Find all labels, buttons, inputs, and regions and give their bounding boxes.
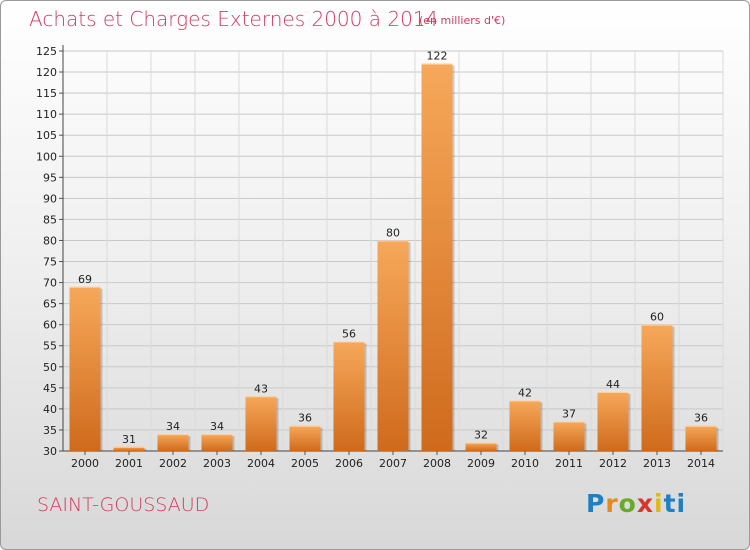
data-label: 80 <box>386 226 400 239</box>
y-tick-label: 120 <box>36 66 57 79</box>
data-label: 44 <box>606 378 620 391</box>
x-tick-label: 2010 <box>511 457 539 470</box>
data-label: 42 <box>518 386 532 399</box>
y-tick-label: 30 <box>43 445 57 458</box>
y-tick-label: 35 <box>43 424 57 437</box>
y-tick-label: 110 <box>36 108 57 121</box>
x-tick-label: 2003 <box>203 457 231 470</box>
logo-letter: ti <box>663 489 687 518</box>
chart-subtitle: (en milliers d'€) <box>419 14 506 27</box>
data-label: 37 <box>562 408 576 421</box>
y-tick-label: 65 <box>43 298 57 311</box>
bar <box>69 286 101 451</box>
bars <box>69 63 719 451</box>
data-label: 36 <box>298 412 312 425</box>
data-label: 32 <box>474 429 488 442</box>
bar <box>157 434 189 451</box>
bar <box>113 446 145 451</box>
proxiti-logo: Proxiti <box>586 489 686 518</box>
logo-letter: r <box>605 489 619 518</box>
data-label: 60 <box>650 311 664 324</box>
bar <box>245 396 277 451</box>
data-label: 34 <box>210 420 224 433</box>
data-label: 122 <box>427 50 448 63</box>
commune-name: SAINT-GOUSSAUD <box>37 494 210 516</box>
chart-title: Achats et Charges Externes 2000 à 2014 <box>29 7 439 31</box>
x-tick-label: 2002 <box>159 457 187 470</box>
bar <box>641 324 673 451</box>
data-label: 34 <box>166 420 180 433</box>
y-tick-label: 105 <box>36 129 57 142</box>
x-tick-label: 2005 <box>291 457 319 470</box>
logo-letter: x <box>636 489 654 518</box>
logo-letter: P <box>586 489 606 518</box>
x-tick-label: 2000 <box>71 457 99 470</box>
y-tick-label: 85 <box>43 213 57 226</box>
y-tick-label: 70 <box>43 277 57 290</box>
data-label: 69 <box>78 273 92 286</box>
y-tick-label: 80 <box>43 234 57 247</box>
x-tick-label: 2014 <box>687 457 715 470</box>
bar <box>333 341 365 451</box>
x-tick-label: 2013 <box>643 457 671 470</box>
y-tick-label: 100 <box>36 150 57 163</box>
y-tick-label: 75 <box>43 256 57 269</box>
y-tick-label: 90 <box>43 192 57 205</box>
y-tick-label: 40 <box>43 403 57 416</box>
y-tick-label: 60 <box>43 319 57 332</box>
x-tick-label: 2012 <box>599 457 627 470</box>
y-tick-label: 50 <box>43 361 57 374</box>
logo-letter: i <box>654 489 664 518</box>
data-label: 43 <box>254 382 268 395</box>
bar <box>509 400 541 451</box>
y-tick-label: 115 <box>36 87 57 100</box>
bar <box>685 425 717 451</box>
y-tick-label: 55 <box>43 340 57 353</box>
x-tick-label: 2007 <box>379 457 407 470</box>
data-label: 36 <box>694 412 708 425</box>
bar <box>421 63 453 451</box>
bar <box>377 240 409 451</box>
y-tick-label: 125 <box>36 45 57 58</box>
x-tick-label: 2008 <box>423 457 451 470</box>
logo-letter: o <box>618 489 637 518</box>
labels: 69 31 34 34 43 36 56 80 122 32 42 37 44 60 36 <box>78 50 708 446</box>
data-label: 56 <box>342 328 356 341</box>
y-tick-label: 45 <box>43 382 57 395</box>
y-tick-label: 95 <box>43 171 57 184</box>
x-tick-label: 2004 <box>247 457 275 470</box>
bar <box>465 442 497 451</box>
x-tick-label: 2011 <box>555 457 583 470</box>
x-tick-label: 2001 <box>115 457 143 470</box>
bar <box>553 421 585 451</box>
bar <box>289 425 321 451</box>
bar <box>201 434 233 451</box>
bar <box>597 392 629 451</box>
x-tick-label: 2009 <box>467 457 495 470</box>
x-tick-label: 2006 <box>335 457 363 470</box>
data-label: 31 <box>122 433 136 446</box>
